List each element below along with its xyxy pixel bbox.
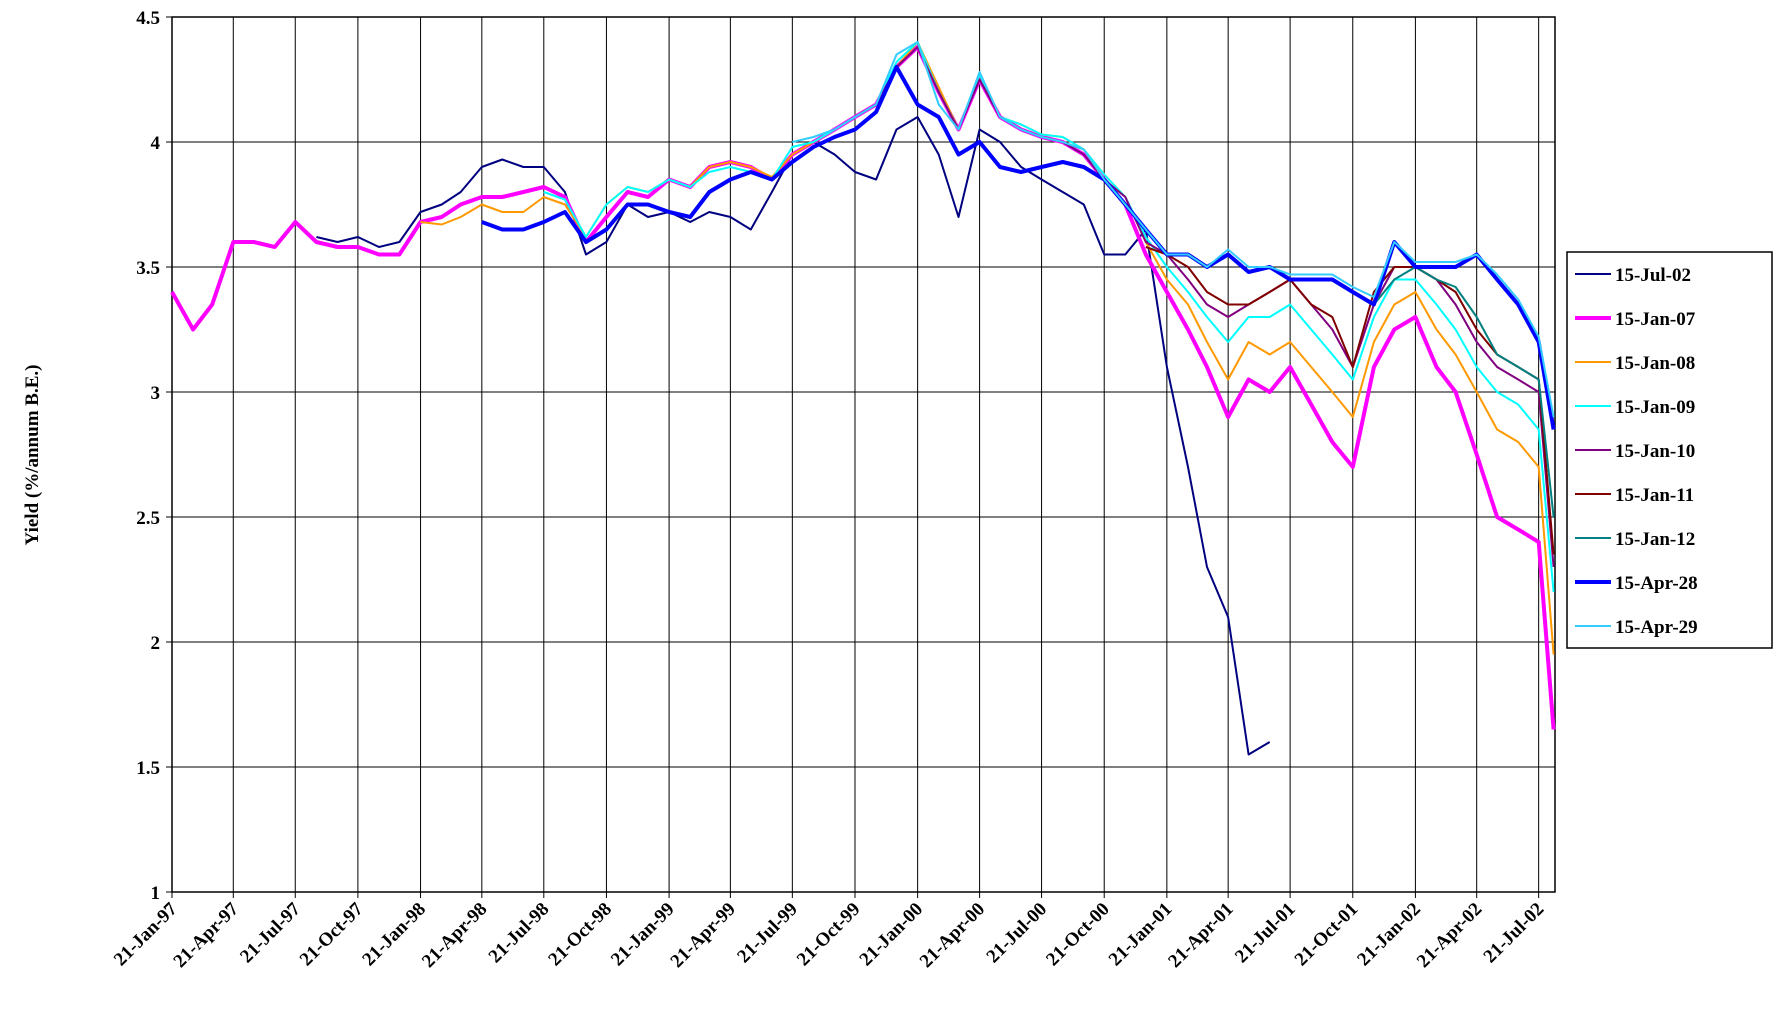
y-axis-label: Yield (%/annum B.E.) xyxy=(22,365,43,546)
x-tick-label: 21-Apr-02 xyxy=(1413,899,1486,972)
x-tick-label: 21-Apr-97 xyxy=(170,898,244,972)
x-tick-label: 21-Apr-98 xyxy=(418,899,491,972)
y-tick-label: 2.5 xyxy=(136,508,160,529)
legend-label: 15-Jan-09 xyxy=(1615,397,1695,418)
legend-label: 15-Apr-29 xyxy=(1615,617,1698,638)
x-tick-label: 21-Jul-99 xyxy=(733,899,802,968)
x-tick-label: 21-Oct-98 xyxy=(544,899,616,971)
x-tick-label: 21-Jul-98 xyxy=(485,899,554,968)
legend-label: 15-Jan-12 xyxy=(1615,529,1695,550)
series-line xyxy=(1145,246,1555,555)
legend-label: 15-Jan-07 xyxy=(1615,309,1696,330)
series-line xyxy=(481,65,1556,430)
x-tick-label: 21-Oct-01 xyxy=(1291,899,1363,971)
x-tick-label: 21-Oct-99 xyxy=(793,899,865,971)
x-tick-label: 21-Apr-99 xyxy=(667,899,740,972)
y-tick-label: 2 xyxy=(151,633,161,654)
x-tick-label: 21-Oct-00 xyxy=(1042,899,1114,971)
legend-label: 15-Apr-28 xyxy=(1615,573,1698,594)
y-tick-label: 4.5 xyxy=(136,8,160,29)
x-tick-label: 21-Jul-97 xyxy=(236,898,305,967)
x-tick-label: 21-Jan-00 xyxy=(856,899,928,971)
x-tick-label: 21-Jul-02 xyxy=(1480,899,1549,968)
series-line xyxy=(170,45,1556,730)
series-line xyxy=(854,46,1555,568)
y-tick-label: 1.5 xyxy=(136,758,160,779)
plot-border xyxy=(171,16,1556,893)
legend-label: 15-Jan-11 xyxy=(1615,485,1694,506)
legend-label: 15-Jan-10 xyxy=(1615,441,1695,462)
series-line xyxy=(543,41,1555,593)
y-tick-label: 4 xyxy=(151,133,161,154)
legend-label: 15-Jan-08 xyxy=(1615,353,1695,374)
series-line xyxy=(792,41,1555,418)
x-tick-label: 21-Jul-01 xyxy=(1231,899,1300,968)
y-tick-label: 3.5 xyxy=(136,258,160,279)
legend-label: 15-Jul-02 xyxy=(1615,265,1691,286)
x-tick-label: 21-Apr-00 xyxy=(916,899,989,972)
x-tick-label: 21-Apr-01 xyxy=(1164,899,1237,972)
x-tick-label: 21-Jul-00 xyxy=(983,899,1052,968)
x-tick-label: 21-Oct-97 xyxy=(296,898,368,970)
y-tick-label: 3 xyxy=(151,383,161,404)
series-line xyxy=(1373,266,1555,518)
y-tick-label: 1 xyxy=(151,883,161,904)
